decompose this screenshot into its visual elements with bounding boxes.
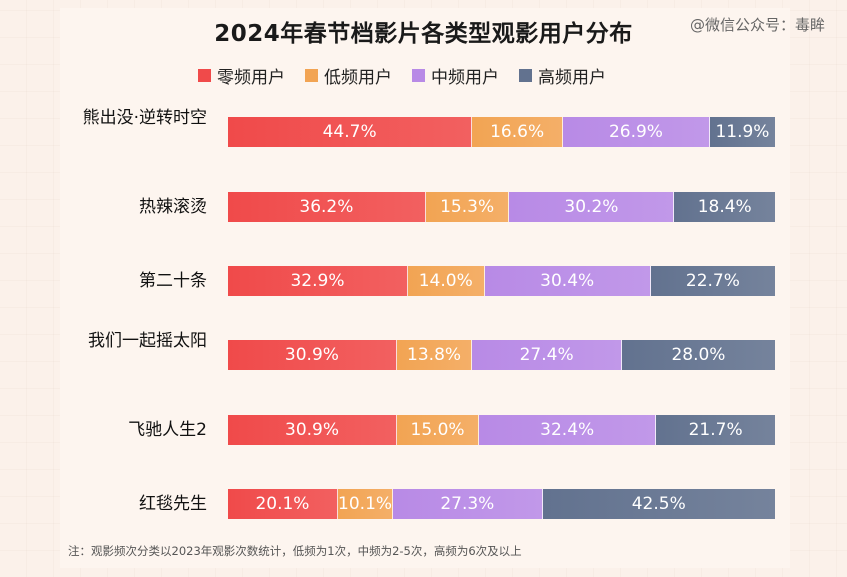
watermark: @微信公众号：毒眸 xyxy=(689,16,825,34)
data-label: 30.4% xyxy=(540,271,595,291)
legend-label: 高频用户 xyxy=(538,67,606,88)
bar-segment: 26.9% xyxy=(562,117,710,147)
data-label: 10.1% xyxy=(338,494,393,514)
bar-row: 30.9% 15.0% 32.4% 21.7% xyxy=(228,415,775,445)
data-label: 42.5% xyxy=(631,494,686,514)
bar-row: 30.9% 13.8% 27.4% 28.0% xyxy=(228,340,775,370)
bar-segment: 44.7% xyxy=(228,117,473,147)
bar-segment: 30.9% xyxy=(228,340,397,370)
bar-segment: 21.7% xyxy=(656,415,775,445)
bar-segment: 16.6% xyxy=(472,117,563,147)
data-label: 18.4% xyxy=(697,197,752,217)
bar-segment: 30.4% xyxy=(484,266,651,296)
bar-row: 32.9% 14.0% 30.4% 22.7% xyxy=(228,266,775,296)
bar-segment: 15.0% xyxy=(397,415,480,445)
bar-segment: 14.0% xyxy=(407,266,485,296)
bar-segment: 20.1% xyxy=(228,489,338,519)
category-label: 热辣滚烫 xyxy=(139,197,207,217)
bar-segment: 10.1% xyxy=(337,489,394,519)
legend-swatch xyxy=(519,68,532,82)
bar-row: 20.1% 10.1% 27.3% 42.5% xyxy=(228,489,775,519)
legend-label: 零频用户 xyxy=(217,67,285,88)
data-label: 20.1% xyxy=(255,494,310,514)
bar-segment: 22.7% xyxy=(650,266,775,296)
legend-swatch xyxy=(412,68,425,82)
data-label: 36.2% xyxy=(299,197,354,217)
bar-segment: 27.4% xyxy=(472,340,622,370)
data-label: 16.6% xyxy=(490,122,545,142)
footnote: 注：观影频次分类以2023年观影次数统计，低频为1次，中频为2-5次，高频为6次… xyxy=(68,544,522,558)
legend-label: 低频用户 xyxy=(324,67,392,88)
bar-segment: 42.5% xyxy=(542,489,775,519)
legend: 零频用户 低频用户 中频用户 高频用户 xyxy=(198,63,606,88)
data-label: 32.4% xyxy=(540,420,595,440)
bar-segment: 27.3% xyxy=(393,489,543,519)
data-label: 32.9% xyxy=(290,271,345,291)
data-label: 11.9% xyxy=(715,122,770,142)
category-label: 第二十条 xyxy=(139,271,207,291)
bar-segment: 18.4% xyxy=(674,192,775,222)
bar-segment: 15.3% xyxy=(425,192,510,222)
data-label: 22.7% xyxy=(685,271,740,291)
data-label: 27.4% xyxy=(519,345,574,365)
bar-segment: 32.9% xyxy=(228,266,408,296)
bar-segment: 28.0% xyxy=(621,340,775,370)
data-label: 15.0% xyxy=(410,420,465,440)
data-label: 30.9% xyxy=(285,420,340,440)
legend-swatch xyxy=(198,68,211,82)
bar-segment: 30.9% xyxy=(228,415,398,445)
category-label: 我们一起摇太阳 xyxy=(88,331,207,351)
data-label: 14.0% xyxy=(418,271,473,291)
bar-segment: 30.2% xyxy=(509,192,675,222)
chart-title: 2024年春节档影片各类型观影用户分布 xyxy=(214,21,633,47)
bar-segment: 13.8% xyxy=(396,340,473,370)
bar-segment: 11.9% xyxy=(709,117,775,147)
bar-segment: 32.4% xyxy=(479,415,657,445)
legend-item: 高频用户 xyxy=(519,63,606,88)
data-label: 30.2% xyxy=(564,197,619,217)
data-label: 15.3% xyxy=(440,197,495,217)
legend-swatch xyxy=(305,68,318,82)
legend-item: 零频用户 xyxy=(198,63,285,88)
bar-row: 36.2% 15.3% 30.2% 18.4% xyxy=(228,192,775,222)
category-label: 飞驰人生2 xyxy=(128,420,207,440)
bar-row: 44.7% 16.6% 26.9% 11.9% xyxy=(228,117,775,147)
data-label: 27.3% xyxy=(440,494,495,514)
data-label: 13.8% xyxy=(407,345,462,365)
data-label: 21.7% xyxy=(688,420,743,440)
data-label: 26.9% xyxy=(608,122,663,142)
legend-item: 中频用户 xyxy=(412,63,499,88)
legend-label: 中频用户 xyxy=(431,67,499,88)
data-label: 30.9% xyxy=(284,345,339,365)
data-label: 28.0% xyxy=(671,345,726,365)
legend-item: 低频用户 xyxy=(305,63,392,88)
data-label: 44.7% xyxy=(322,122,377,142)
category-label: 红毯先生 xyxy=(139,494,207,514)
bar-segment: 36.2% xyxy=(228,192,426,222)
category-label: 熊出没·逆转时空 xyxy=(82,108,207,128)
